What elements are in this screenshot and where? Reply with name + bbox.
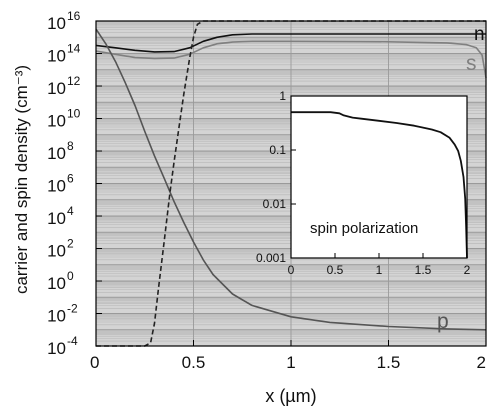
y-tick-label: 10 xyxy=(47,274,66,293)
x-tick-label: 2 xyxy=(477,353,486,372)
inset-y-tick-label: 0.1 xyxy=(269,143,286,157)
y-tick-base: 10 xyxy=(47,339,66,358)
y-tick-label: 10 xyxy=(47,339,66,358)
y-tick-base: 10 xyxy=(47,177,66,196)
y-tick-label: 10 xyxy=(47,79,66,98)
x-tick-label: 0 xyxy=(90,353,99,372)
series-label-p: p xyxy=(437,310,449,333)
y-tick-exponent: 14 xyxy=(67,42,81,56)
inset-series-group xyxy=(291,111,468,259)
x-tick-label: 0.5 xyxy=(182,353,206,372)
y-tick-base: 10 xyxy=(47,79,66,98)
y-tick-base: 10 xyxy=(47,144,66,163)
y-tick-label: 10 xyxy=(47,112,66,131)
y-tick-label: 10 xyxy=(47,242,66,261)
y-tick-label: 10 xyxy=(47,209,66,228)
series-label-n: n xyxy=(474,24,485,45)
inset-x-tick-label: 1 xyxy=(376,263,383,277)
y-tick-exponent: -2 xyxy=(67,302,78,316)
y-tick-label: 10 xyxy=(47,307,66,326)
main-annotations: ns p xyxy=(437,24,485,333)
inset-y-tick-label: 0.01 xyxy=(263,197,287,211)
y-tick-base: 10 xyxy=(47,242,66,261)
inset-series-line xyxy=(291,111,468,259)
y-tick-exponent: -4 xyxy=(67,334,78,348)
y-tick-label: 10 xyxy=(47,14,66,33)
inset-title: spin polarization xyxy=(310,220,418,237)
series-label-s: s xyxy=(466,52,477,75)
inset-x-tick-label: 0.5 xyxy=(327,263,344,277)
y-tick-base: 10 xyxy=(47,274,66,293)
y-tick-label: 10 xyxy=(47,177,66,196)
y-tick-base: 10 xyxy=(47,209,66,228)
y-tick-exponent: 16 xyxy=(67,9,81,23)
x-axis-label: x (µm) xyxy=(265,386,316,406)
y-tick-exponent: 4 xyxy=(67,204,74,218)
inset-y-tick-label: 0.001 xyxy=(256,251,286,265)
inset-x-tick-label: 2 xyxy=(464,263,471,277)
inset-x-tick-label: 1.5 xyxy=(415,263,432,277)
y-tick-base: 10 xyxy=(47,14,66,33)
y-tick-base: 10 xyxy=(47,47,66,66)
y-tick-exponent: 0 xyxy=(67,269,74,283)
y-tick-base: 10 xyxy=(47,307,66,326)
inset-plot-area xyxy=(291,96,467,258)
y-tick-exponent: 6 xyxy=(67,172,74,186)
series-line-n xyxy=(95,33,486,53)
series-line-s xyxy=(95,40,487,79)
y-tick-exponent: 8 xyxy=(67,139,74,153)
y-tick-exponent: 10 xyxy=(67,107,81,121)
y-tick-label: 10 xyxy=(47,47,66,66)
y-tick-exponent: 12 xyxy=(67,74,81,88)
y-tick-base: 10 xyxy=(47,112,66,131)
x-tick-label: 1.5 xyxy=(377,353,401,372)
y-tick-label: 10 xyxy=(47,144,66,163)
series-line-p xyxy=(95,28,487,331)
inset-x-tick-label: 0 xyxy=(288,263,295,277)
y-tick-exponent: 2 xyxy=(67,237,74,251)
x-tick-label: 1 xyxy=(286,353,295,372)
inset-y-tick-label: 1 xyxy=(279,89,286,103)
y-axis-label: carrier and spin density (cm⁻³) xyxy=(12,65,31,294)
